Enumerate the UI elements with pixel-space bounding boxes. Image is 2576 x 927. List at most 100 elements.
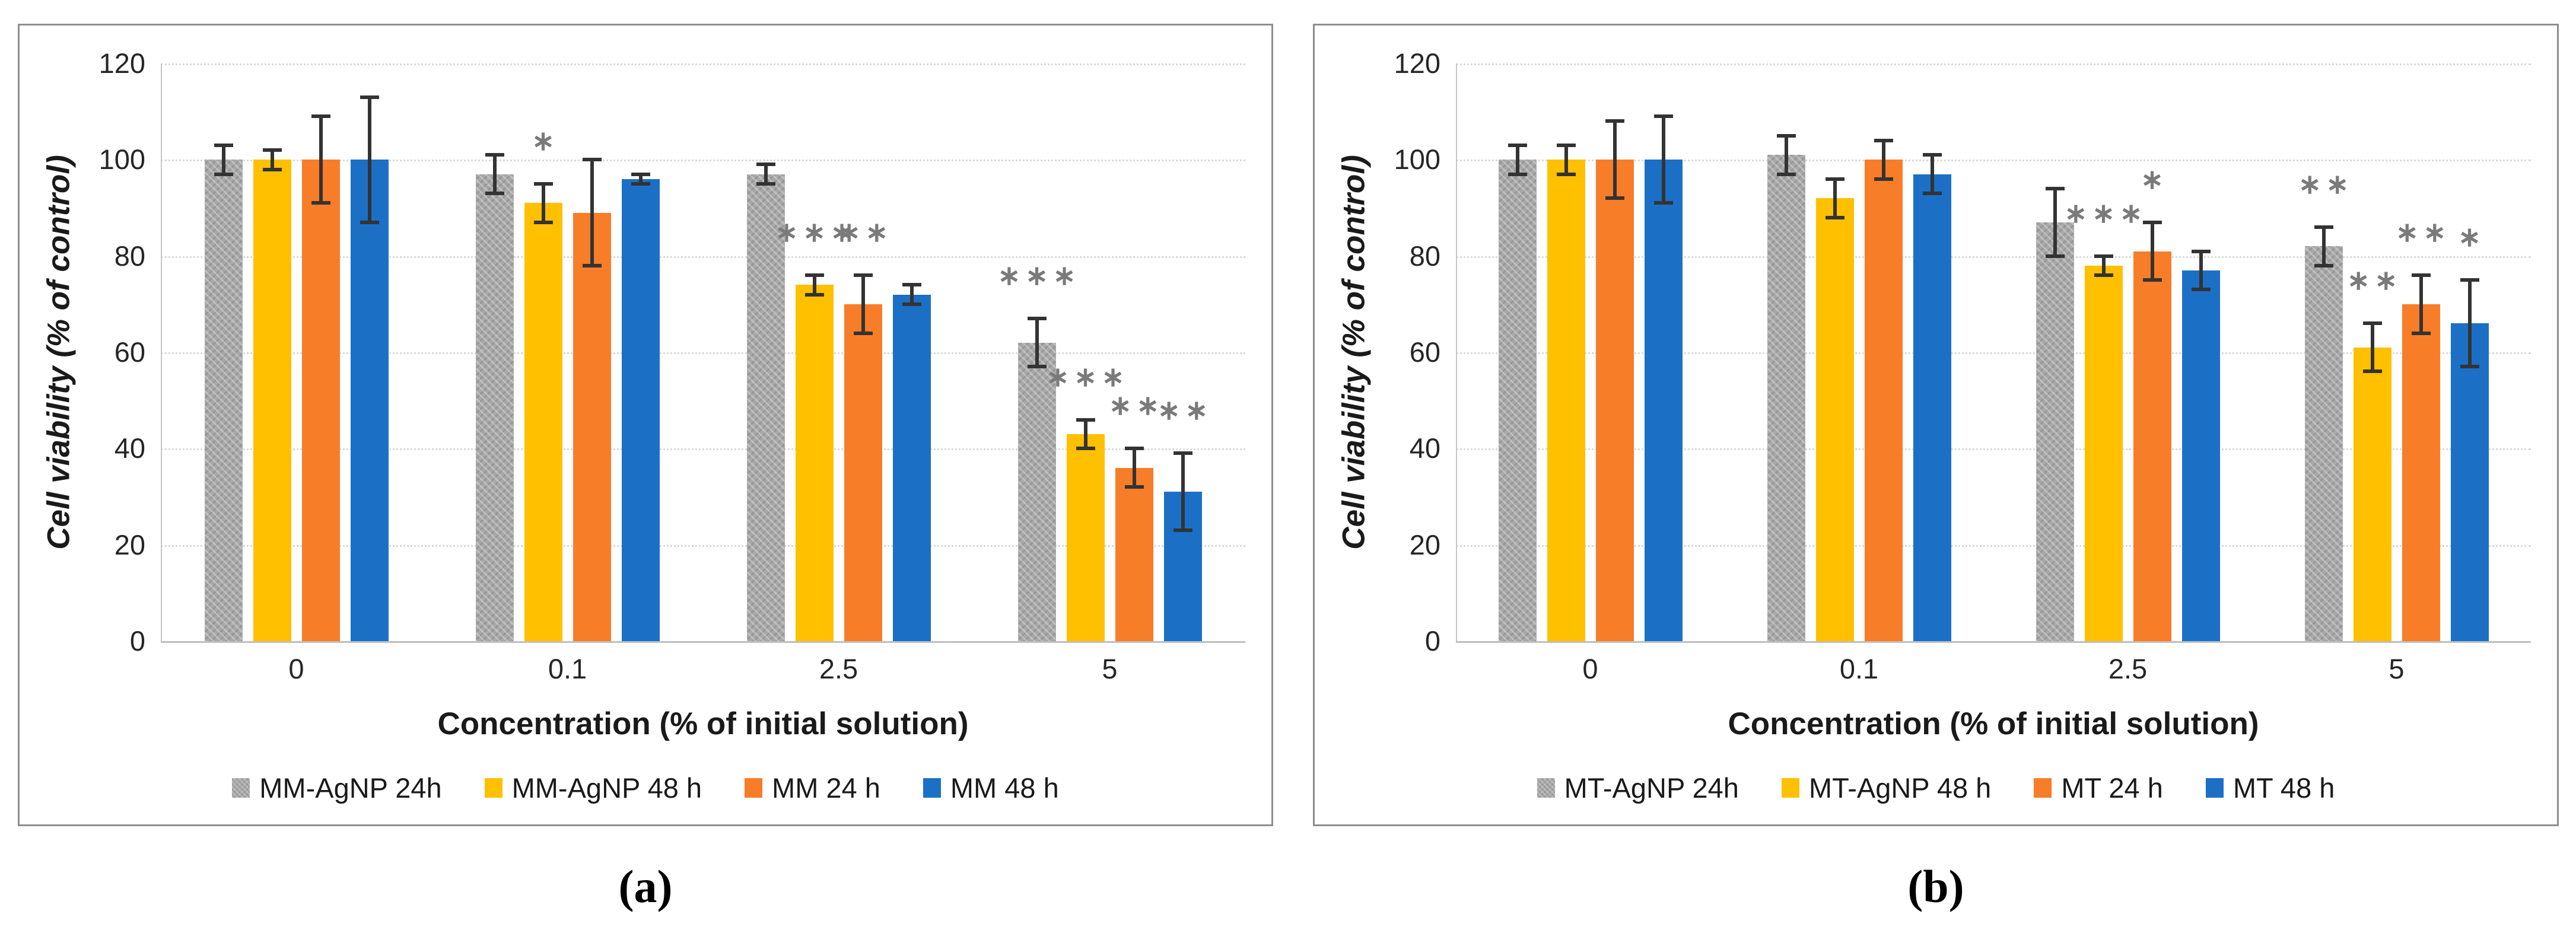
error-bar xyxy=(2053,189,2057,256)
error-bar xyxy=(2150,222,2154,281)
error-bar-cap xyxy=(1173,451,1192,455)
error-bar xyxy=(861,275,865,333)
bar xyxy=(1066,434,1105,641)
x-axis-title: Concentration (% of initial solution) xyxy=(1728,706,2259,741)
bar xyxy=(844,304,882,641)
x-axis-line xyxy=(161,641,1245,643)
error-bar-cap xyxy=(582,158,602,162)
bar xyxy=(301,160,340,641)
bar xyxy=(2402,304,2440,641)
chart-panel-a: 0 20 40 60 80 100 120 ∗∗∗ ∗ ∗∗∗ ∗∗∗ ∗∗ ∗∗ ∗∗ 0 0.1 2.5 5 C… xyxy=(18,24,1273,826)
legend-item: MM 24 h xyxy=(745,772,880,804)
error-bar-cap xyxy=(1825,215,1844,219)
bar xyxy=(1498,160,1537,641)
error-bar xyxy=(367,97,371,222)
bar xyxy=(2133,251,2171,641)
gridline xyxy=(161,160,1245,162)
error-bar-cap xyxy=(214,143,233,147)
bar xyxy=(621,179,660,641)
legend-label: MT 24 h xyxy=(2061,772,2163,804)
y-tick-label: 0 xyxy=(129,625,145,657)
error-bar-cap xyxy=(533,220,553,224)
error-bar-cap xyxy=(214,172,233,176)
bar xyxy=(2036,222,2074,641)
error-bar xyxy=(638,174,643,184)
error-bar xyxy=(1132,448,1136,488)
error-bar xyxy=(1564,145,1568,174)
y-tick-label: 0 xyxy=(1424,625,1440,657)
significance-stars: ∗∗∗ xyxy=(775,216,858,248)
y-tick-label: 80 xyxy=(1409,240,1440,272)
legend-swatch xyxy=(923,778,941,798)
error-bar xyxy=(319,116,323,203)
error-bar xyxy=(590,160,594,266)
error-bar xyxy=(541,183,545,222)
x-tick-label: 0.1 xyxy=(1839,653,1879,684)
error-bar-cap xyxy=(1653,114,1673,119)
gridline xyxy=(1456,160,2531,162)
legend-label: MM-AgNP 48 h xyxy=(511,772,702,804)
error-bar-cap xyxy=(485,192,504,196)
legend-swatch xyxy=(2034,778,2052,798)
error-bar-cap xyxy=(631,172,650,176)
error-bar-cap xyxy=(2045,254,2065,258)
y-axis-title: Cell viability (% of control) xyxy=(1336,155,1372,550)
legend-swatch xyxy=(484,778,503,798)
significance-stars: ∗ xyxy=(2458,221,2486,253)
error-bar-cap xyxy=(902,283,921,287)
gridline xyxy=(161,256,1245,258)
legend-item: MT 24 h xyxy=(2034,772,2163,804)
bar xyxy=(1644,160,1683,641)
y-tick-label: 60 xyxy=(114,336,145,368)
bar xyxy=(573,212,611,641)
error-bar-cap xyxy=(1556,172,1576,176)
legend-label: MT 48 h xyxy=(2232,772,2335,804)
bar xyxy=(1017,342,1056,641)
error-bar xyxy=(1784,135,1788,174)
error-bar-cap xyxy=(311,201,330,205)
legend-label: MT-AgNP 24h xyxy=(1564,772,1739,804)
significance-stars: ∗∗ xyxy=(2395,216,2451,248)
bar xyxy=(1595,160,1634,641)
error-bar-cap xyxy=(2094,254,2113,258)
legend-swatch xyxy=(232,778,250,798)
error-bar-cap xyxy=(533,181,553,186)
error-bar-cap xyxy=(2142,278,2162,282)
error-bar xyxy=(1181,453,1185,531)
error-bar-cap xyxy=(1874,138,1893,142)
error-bar xyxy=(2101,256,2106,276)
error-bar-cap xyxy=(1556,143,1576,147)
error-bar xyxy=(1515,145,1519,174)
error-bar-cap xyxy=(262,148,282,152)
error-bar xyxy=(1083,419,1087,449)
error-bar-cap xyxy=(1027,365,1047,369)
error-bar-cap xyxy=(1124,485,1144,489)
error-bar-cap xyxy=(902,302,921,306)
legend-label: MM-AgNP 24h xyxy=(259,772,442,804)
bar xyxy=(1547,160,1585,641)
gridline xyxy=(1456,544,2531,547)
bar xyxy=(1115,467,1153,641)
significance-stars: ∗∗ xyxy=(1108,390,1165,421)
error-bar-cap xyxy=(1076,447,1095,451)
legend: MM-AgNP 24h MM-AgNP 48 h MM 24 h MM 48 h xyxy=(20,772,1271,804)
error-bar-cap xyxy=(1124,447,1144,451)
error-bar-cap xyxy=(2142,220,2162,224)
error-bar-cap xyxy=(2045,187,2065,191)
error-bar-cap xyxy=(756,181,775,186)
x-tick-label: 0 xyxy=(1582,653,1598,684)
error-bar-cap xyxy=(853,331,873,335)
error-bar-cap xyxy=(1922,192,1942,196)
legend-item: MT-AgNP 48 h xyxy=(1781,772,1992,804)
error-bar-cap xyxy=(1605,119,1624,123)
y-tick-label: 100 xyxy=(98,144,145,176)
error-bar-cap xyxy=(1653,201,1673,205)
bar xyxy=(1864,160,1903,641)
gridline xyxy=(1456,448,2531,451)
error-bar xyxy=(1035,318,1039,367)
gridline xyxy=(1456,63,2531,65)
legend-label: MT-AgNP 48 h xyxy=(1808,772,1992,804)
legend-item: MT-AgNP 24h xyxy=(1537,772,1739,804)
legend-item: MM 48 h xyxy=(923,772,1059,804)
error-bar xyxy=(221,145,225,174)
